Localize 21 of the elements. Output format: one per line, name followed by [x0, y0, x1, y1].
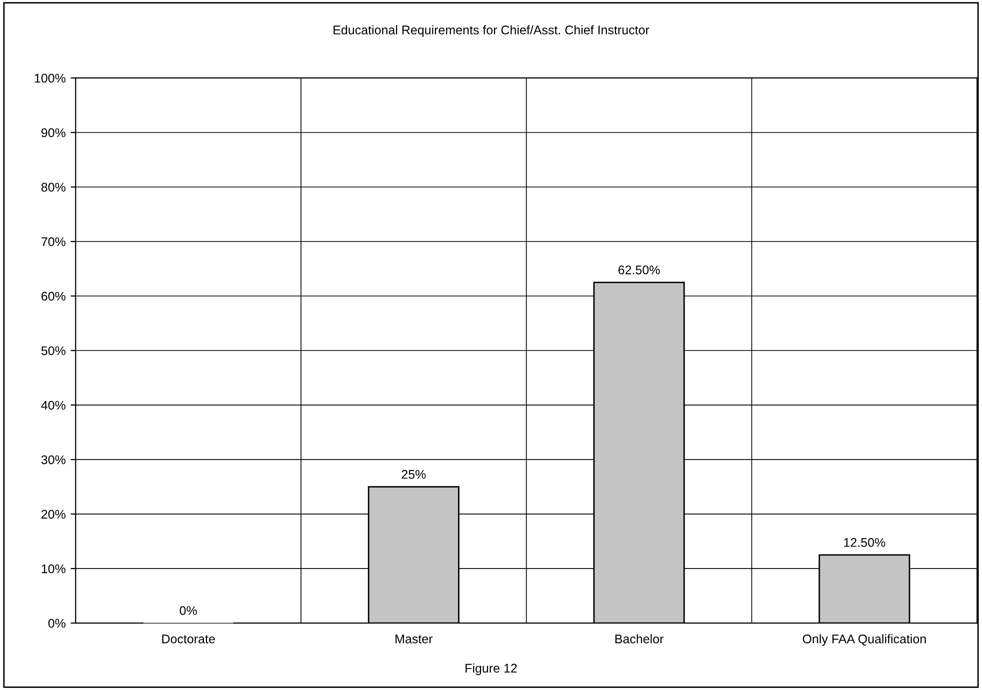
- y-tick-label: 30%: [41, 455, 66, 464]
- y-tick-label: 90%: [41, 128, 66, 138]
- data-label: 62.50%: [618, 266, 660, 274]
- data-label: 25%: [402, 470, 426, 479]
- chart-title: Educational Requirements for Chief/Asst. Chief Instructor: [334, 25, 650, 37]
- y-tick-label: 20%: [42, 510, 66, 519]
- y-tick-label: 0%: [48, 618, 66, 628]
- caption: Figure 12: [466, 663, 517, 676]
- y-tick-label: 70%: [42, 237, 66, 246]
- data-label: 12.50%: [844, 538, 886, 547]
- y-tick-label: 50%: [41, 346, 66, 356]
- y-tick-label: 80%: [41, 182, 66, 192]
- y-tick-label: 60%: [42, 292, 66, 301]
- y-tick-label: 100%: [34, 74, 66, 83]
- y-tick-label: 40%: [41, 400, 66, 410]
- y-tick-label: 10%: [42, 564, 66, 574]
- x-tick-label: Doctorate: [162, 634, 215, 644]
- x-tick-label: Bachelor: [615, 634, 664, 644]
- x-tick-label: Master: [396, 634, 433, 644]
- x-tick-label: Only FAA Qualification: [802, 634, 926, 646]
- data-label: 0%: [180, 606, 197, 616]
